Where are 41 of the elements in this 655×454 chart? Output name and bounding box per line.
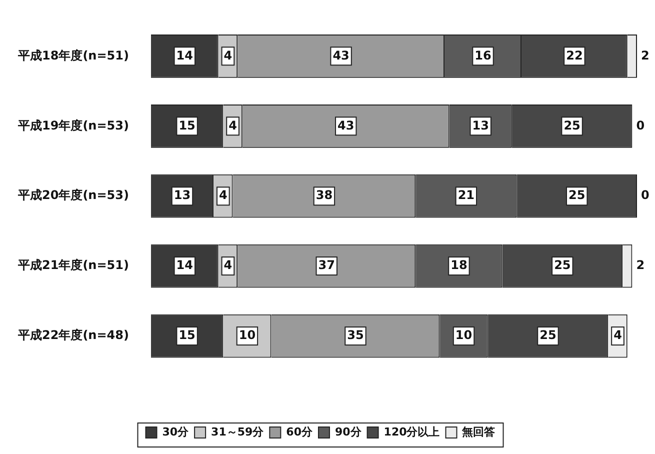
legend-label: 90分 [334,425,362,438]
y-tick-label: 平成18年度(n=51) [16,48,129,62]
data-label: 0 [636,118,645,132]
data-label: 15 [178,328,196,342]
data-label: 0 [641,188,650,202]
data-label: 25 [554,258,571,272]
data-label: 4 [614,328,622,342]
y-tick-label: 平成19年度(n=53) [16,118,129,132]
data-label: 2 [641,48,650,62]
data-label: 4 [218,188,228,202]
data-label: 25 [564,118,580,132]
legend-label: 31～59分 [211,425,265,438]
data-label: 18 [450,258,468,272]
y-tick-label: 平成20年度(n=53) [16,188,129,202]
data-label: 14 [176,48,193,62]
y-tick-label: 平成22年度(n=48) [16,328,129,342]
data-label: 4 [224,258,232,272]
data-label: 43 [332,48,350,62]
data-label: 15 [178,118,196,132]
legend-label: 120分以上 [384,425,440,438]
data-label: 13 [174,188,191,202]
data-label: 25 [540,328,556,342]
legend-label: 30分 [162,425,190,438]
data-label: 25 [568,188,586,202]
data-label: 4 [228,118,237,132]
data-label: 16 [474,48,492,62]
data-label: 4 [224,48,232,62]
data-label: 37 [318,258,335,272]
data-label: 21 [458,188,475,202]
data-label: 13 [472,118,489,132]
legend-label: 60分 [286,425,314,438]
legend-label: 無回答 [461,425,496,438]
data-label: 14 [176,258,193,272]
data-label: 43 [338,118,354,132]
data-label: 35 [347,328,364,342]
data-label: 38 [316,188,333,202]
y-tick-label: 平成21年度(n=51) [16,258,129,272]
data-label: 10 [238,328,256,342]
data-label: 10 [455,328,472,342]
data-label: 22 [566,48,583,62]
data-label: 2 [636,258,645,272]
